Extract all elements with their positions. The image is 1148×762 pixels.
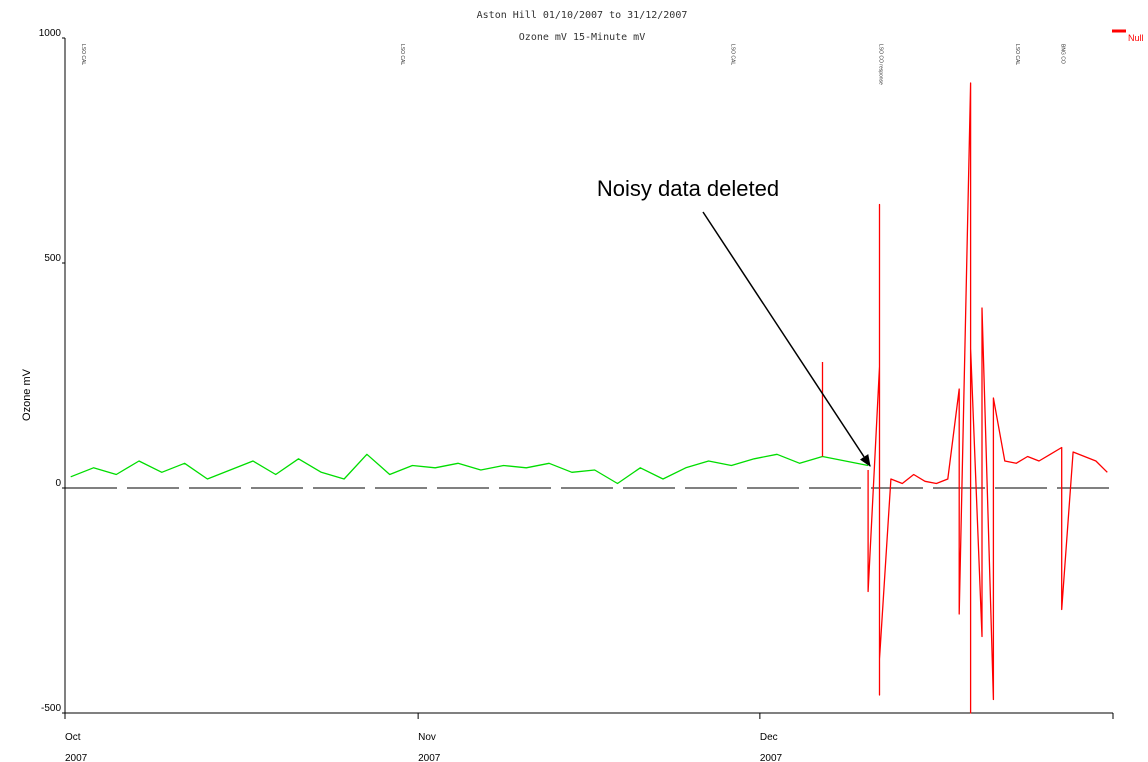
x-tick-year: 2007: [760, 753, 783, 762]
legend-label: Null: [1128, 33, 1144, 43]
series-line-1: [70, 453, 869, 485]
y-tick-label: -500: [41, 703, 61, 714]
event-marker-label: LSO CO response: [877, 44, 883, 85]
event-marker-label: LSO CAL: [1014, 44, 1020, 65]
x-tick-month: Nov: [418, 732, 436, 743]
event-marker-label: LSO CAL: [80, 44, 86, 65]
x-tick-year: 2007: [418, 753, 441, 762]
x-tick-month: Dec: [760, 732, 778, 743]
annotation-text: Noisy data deleted: [597, 176, 779, 201]
series-line-2: [867, 82, 1108, 714]
x-tick-year: 2007: [65, 753, 88, 762]
axes: [64, 38, 1113, 714]
chart-subtitle: Ozone mV 15-Minute mV: [519, 32, 645, 43]
chart-title: Aston Hill 01/10/2007 to 31/12/2007: [477, 10, 688, 21]
x-ticks: Oct 2007 Nov 2007 Dec 2007: [64, 713, 1114, 762]
event-marker-label: LSO CAL: [399, 44, 405, 65]
y-tick-label: 1000: [39, 28, 62, 39]
legend: Null: [1112, 29, 1144, 43]
event-marker-label: LSO CAL: [729, 44, 735, 65]
event-marker-label: BNG CO: [1060, 44, 1066, 64]
event-markers: LSO CAL LSO CAL LSO CAL LSO CO response LSO …: [80, 44, 1066, 85]
x-tick-month: Oct: [65, 732, 81, 743]
y-ticks: -500 0 500 1000: [39, 28, 65, 714]
y-tick-label: 0: [55, 478, 61, 489]
series-group: [70, 82, 1108, 714]
annotation-group: Noisy data deleted: [597, 176, 871, 467]
y-axis-label: Ozone mV: [21, 368, 33, 421]
y-tick-label: 500: [44, 253, 61, 264]
annotation-arrow: [702, 211, 871, 467]
